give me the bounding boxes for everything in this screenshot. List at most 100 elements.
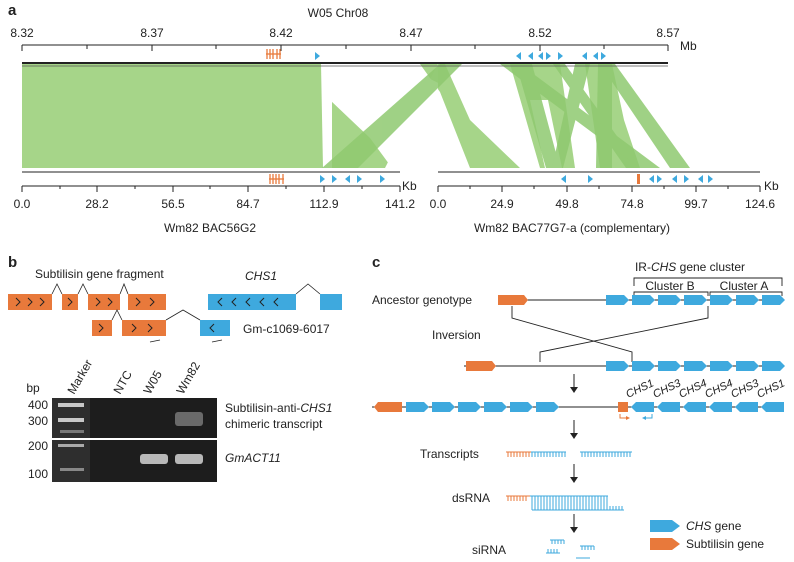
inversion-lines bbox=[511, 306, 709, 362]
lane-label: Marker bbox=[64, 357, 95, 396]
panel-a-label: a bbox=[8, 2, 17, 19]
wm82-band bbox=[175, 454, 203, 464]
chs-gene bbox=[684, 295, 707, 305]
chs-gene bbox=[510, 402, 533, 412]
chs-gene bbox=[710, 361, 733, 371]
gel2-tick: 100 bbox=[28, 467, 48, 481]
gel-image-1 bbox=[52, 398, 217, 438]
chs-gene bbox=[606, 295, 629, 305]
w05-band bbox=[140, 454, 168, 464]
reverse-primer-head bbox=[642, 416, 646, 420]
top-tick-label: 8.37 bbox=[140, 26, 164, 40]
cluster-title: IR-CHS gene cluster bbox=[635, 260, 745, 274]
subtilisin-gene bbox=[498, 295, 528, 305]
chs-gene bbox=[736, 295, 759, 305]
subtilisin-gene bbox=[374, 402, 402, 412]
synteny-crossing bbox=[322, 64, 462, 168]
top-tick-label: 8.52 bbox=[528, 26, 552, 40]
chs-gene bbox=[657, 402, 680, 412]
cluster-b-label: Cluster B bbox=[645, 279, 694, 293]
dsrna-glyph bbox=[506, 495, 624, 511]
bottom-right-title: Wm82 BAC77G7-a (complementary) bbox=[474, 221, 670, 235]
legend-chs-post: gene bbox=[711, 519, 741, 533]
chs-gene bbox=[458, 402, 481, 412]
chs-gene bbox=[761, 402, 784, 412]
synteny-crossing bbox=[600, 64, 690, 168]
chs1-label: CHS1 bbox=[245, 269, 277, 283]
top-axis-tick-labels: 8.32 8.37 8.42 8.47 8.52 8.57 bbox=[10, 26, 680, 40]
ancestor-label: Ancestor genotype bbox=[372, 293, 472, 307]
legend: CHS gene Subtilisin gene bbox=[650, 519, 764, 551]
marker-band bbox=[58, 444, 84, 447]
chs-gene bbox=[736, 361, 759, 371]
forward-primer-head bbox=[626, 416, 630, 420]
top-sequence-bar bbox=[22, 62, 668, 64]
chs-gene bbox=[683, 402, 706, 412]
marker-band bbox=[58, 403, 84, 407]
synteny-crossing-ribbons bbox=[322, 64, 690, 168]
legend-chs-italic: CHS bbox=[686, 519, 711, 533]
chs-gene bbox=[632, 361, 655, 371]
gel1-label-line1: Subtilisin-anti-CHS1 bbox=[225, 401, 332, 415]
chs-gene bbox=[684, 361, 707, 371]
gel1-label-line2: chimeric transcript bbox=[225, 417, 323, 431]
bottom-left-tick-labels: 0.0 28.2 56.5 84.7 112.9 141.2 bbox=[14, 197, 416, 211]
panel-b-label: b bbox=[8, 254, 17, 271]
top-tick-label: 8.47 bbox=[399, 26, 423, 40]
forward-primer bbox=[619, 414, 628, 419]
sirna-label: siRNA bbox=[472, 543, 506, 557]
lane-label: Wm82 bbox=[173, 359, 203, 396]
chs-gene bbox=[710, 295, 733, 305]
legend-subtilisin-swatch bbox=[650, 538, 680, 550]
cluster-title-pre: IR- bbox=[635, 260, 651, 274]
panel-c-label: c bbox=[372, 254, 380, 271]
chs-gene bbox=[631, 402, 654, 412]
gel-image-2 bbox=[52, 440, 217, 482]
legend-subtilisin-label: Subtilisin gene bbox=[686, 537, 764, 551]
gel2-label: GmACT11 bbox=[225, 451, 281, 465]
bottom-right-unit: Kb bbox=[764, 179, 779, 193]
chs-gene bbox=[632, 295, 655, 305]
chs-gene bbox=[406, 402, 429, 412]
top-tick-label: 8.57 bbox=[656, 26, 680, 40]
top-chs-markers bbox=[315, 52, 606, 60]
transcripts-label: Transcripts bbox=[420, 447, 479, 461]
marker-band bbox=[60, 468, 84, 471]
right-tick-label: 124.6 bbox=[745, 197, 775, 211]
flow-arrow-head bbox=[570, 433, 578, 439]
chs-gene bbox=[484, 402, 507, 412]
subtilisin-fragment bbox=[618, 402, 628, 412]
wm82-band bbox=[175, 412, 203, 426]
reverse-primer bbox=[644, 414, 653, 419]
left-tick-label: 84.7 bbox=[236, 197, 260, 211]
right-tick-label: 49.8 bbox=[555, 197, 579, 211]
gel1-label-chs1: CHS1 bbox=[300, 401, 332, 415]
inverted-row bbox=[464, 361, 785, 371]
transcript-glyphs bbox=[506, 451, 632, 457]
left-tick-label: 28.2 bbox=[85, 197, 109, 211]
bottom-right-tick-labels: 0.0 24.9 49.8 74.8 99.7 124.6 bbox=[430, 197, 776, 211]
top-chromosome-title: W05 Chr08 bbox=[308, 6, 369, 20]
marker-band bbox=[58, 418, 84, 422]
lane-label: W05 bbox=[140, 368, 165, 397]
chs-gene bbox=[658, 361, 681, 371]
legend-chs-label: CHS gene bbox=[686, 519, 742, 533]
right-tick-label: 0.0 bbox=[430, 197, 447, 211]
synteny-gap bbox=[445, 64, 540, 168]
left-tick-label: 141.2 bbox=[385, 197, 415, 211]
bottom-left-markers bbox=[269, 174, 385, 184]
chs-gene bbox=[606, 361, 629, 371]
gel1-label-text: Subtilisin-anti- bbox=[225, 401, 300, 415]
left-tick-label: 56.5 bbox=[161, 197, 185, 211]
dsrna-label: dsRNA bbox=[452, 491, 490, 505]
gel2-tick: 200 bbox=[28, 439, 48, 453]
chs-gene bbox=[762, 295, 785, 305]
chimeric-clone-model bbox=[92, 309, 230, 343]
bottom-left-unit: Kb bbox=[402, 179, 417, 193]
chs1-gene-model bbox=[208, 283, 342, 310]
chs-gene bbox=[709, 402, 732, 412]
synteny-crossing bbox=[500, 64, 660, 168]
flow-arrow-head bbox=[570, 527, 578, 533]
clone-label: Gm-c1069-6017 bbox=[243, 322, 330, 336]
